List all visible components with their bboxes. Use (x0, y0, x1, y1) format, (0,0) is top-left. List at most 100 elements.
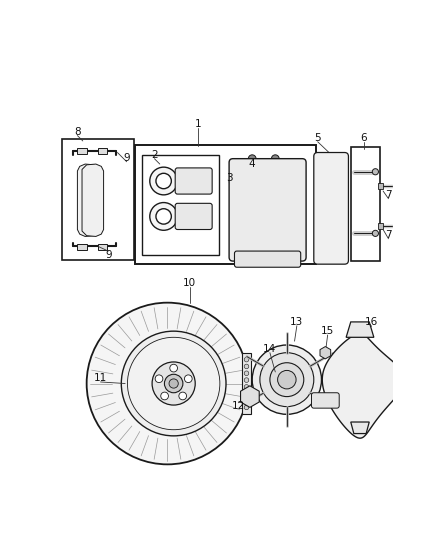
Circle shape (156, 209, 171, 224)
FancyBboxPatch shape (175, 203, 212, 230)
Circle shape (325, 394, 337, 407)
Text: 9: 9 (105, 250, 112, 260)
Circle shape (155, 375, 163, 383)
FancyBboxPatch shape (175, 168, 212, 194)
Circle shape (241, 218, 252, 229)
Circle shape (244, 371, 249, 376)
Text: 12: 12 (232, 401, 245, 411)
Bar (78, 148, 87, 154)
Circle shape (237, 164, 257, 184)
Circle shape (186, 173, 201, 189)
Circle shape (271, 189, 291, 209)
Circle shape (161, 392, 169, 400)
Circle shape (150, 203, 177, 230)
Circle shape (252, 345, 321, 414)
Circle shape (85, 208, 92, 216)
Polygon shape (322, 334, 406, 438)
Circle shape (241, 168, 252, 180)
Circle shape (164, 374, 183, 393)
Text: 14: 14 (263, 344, 276, 354)
Circle shape (372, 168, 378, 175)
Text: 9: 9 (124, 153, 130, 163)
Circle shape (276, 168, 286, 180)
Bar (142, 155, 219, 255)
Polygon shape (351, 422, 369, 433)
Circle shape (326, 204, 336, 213)
Text: 16: 16 (365, 317, 378, 327)
Polygon shape (82, 164, 103, 237)
Circle shape (127, 337, 220, 430)
Circle shape (335, 360, 342, 368)
Circle shape (244, 398, 249, 403)
Bar (62, 140, 134, 260)
Circle shape (89, 185, 97, 192)
Circle shape (325, 166, 337, 178)
Circle shape (278, 370, 296, 389)
Bar (98, 244, 107, 251)
Circle shape (356, 424, 364, 432)
Circle shape (248, 155, 256, 163)
Circle shape (343, 367, 377, 400)
Text: 11: 11 (94, 373, 107, 383)
Bar (78, 244, 87, 251)
Circle shape (270, 363, 304, 397)
Circle shape (276, 218, 286, 229)
Text: 2: 2 (151, 150, 158, 160)
Circle shape (244, 385, 249, 389)
Circle shape (121, 331, 226, 436)
Circle shape (244, 391, 255, 402)
Circle shape (271, 164, 291, 184)
Circle shape (156, 173, 171, 189)
Circle shape (170, 364, 177, 372)
Circle shape (85, 185, 92, 192)
Circle shape (260, 353, 314, 407)
FancyBboxPatch shape (229, 159, 306, 261)
Text: 5: 5 (314, 133, 321, 143)
Text: 7: 7 (385, 190, 392, 200)
Circle shape (169, 379, 178, 388)
Polygon shape (346, 322, 374, 337)
Bar (378, 182, 383, 189)
Bar (351, 147, 380, 261)
Circle shape (373, 364, 381, 372)
Circle shape (152, 362, 195, 405)
FancyBboxPatch shape (314, 152, 349, 264)
Circle shape (355, 325, 364, 334)
Circle shape (244, 405, 249, 410)
Bar (135, 145, 316, 264)
Text: 4: 4 (249, 159, 255, 169)
Circle shape (241, 193, 252, 204)
Text: 15: 15 (321, 326, 334, 336)
Text: 8: 8 (74, 127, 81, 137)
Circle shape (184, 375, 192, 383)
Circle shape (237, 213, 257, 233)
Text: 6: 6 (360, 133, 367, 143)
Circle shape (339, 403, 347, 410)
Polygon shape (78, 164, 99, 237)
Circle shape (276, 193, 286, 204)
Circle shape (370, 403, 378, 410)
Circle shape (244, 378, 249, 382)
FancyBboxPatch shape (234, 251, 301, 267)
Bar (378, 223, 383, 229)
Circle shape (237, 175, 244, 181)
Circle shape (89, 208, 97, 216)
Circle shape (272, 155, 279, 163)
Text: 3: 3 (226, 173, 233, 183)
Circle shape (237, 189, 257, 209)
Bar (98, 148, 107, 154)
Text: 1: 1 (195, 119, 201, 129)
Circle shape (150, 167, 177, 195)
Circle shape (244, 357, 249, 362)
Circle shape (351, 374, 369, 393)
Circle shape (244, 364, 249, 369)
Circle shape (336, 359, 385, 408)
Circle shape (87, 303, 248, 464)
Circle shape (186, 209, 201, 224)
Circle shape (244, 391, 249, 396)
Text: 13: 13 (290, 317, 304, 327)
Circle shape (372, 230, 378, 237)
Circle shape (271, 213, 291, 233)
Circle shape (179, 392, 187, 400)
Circle shape (325, 239, 337, 251)
